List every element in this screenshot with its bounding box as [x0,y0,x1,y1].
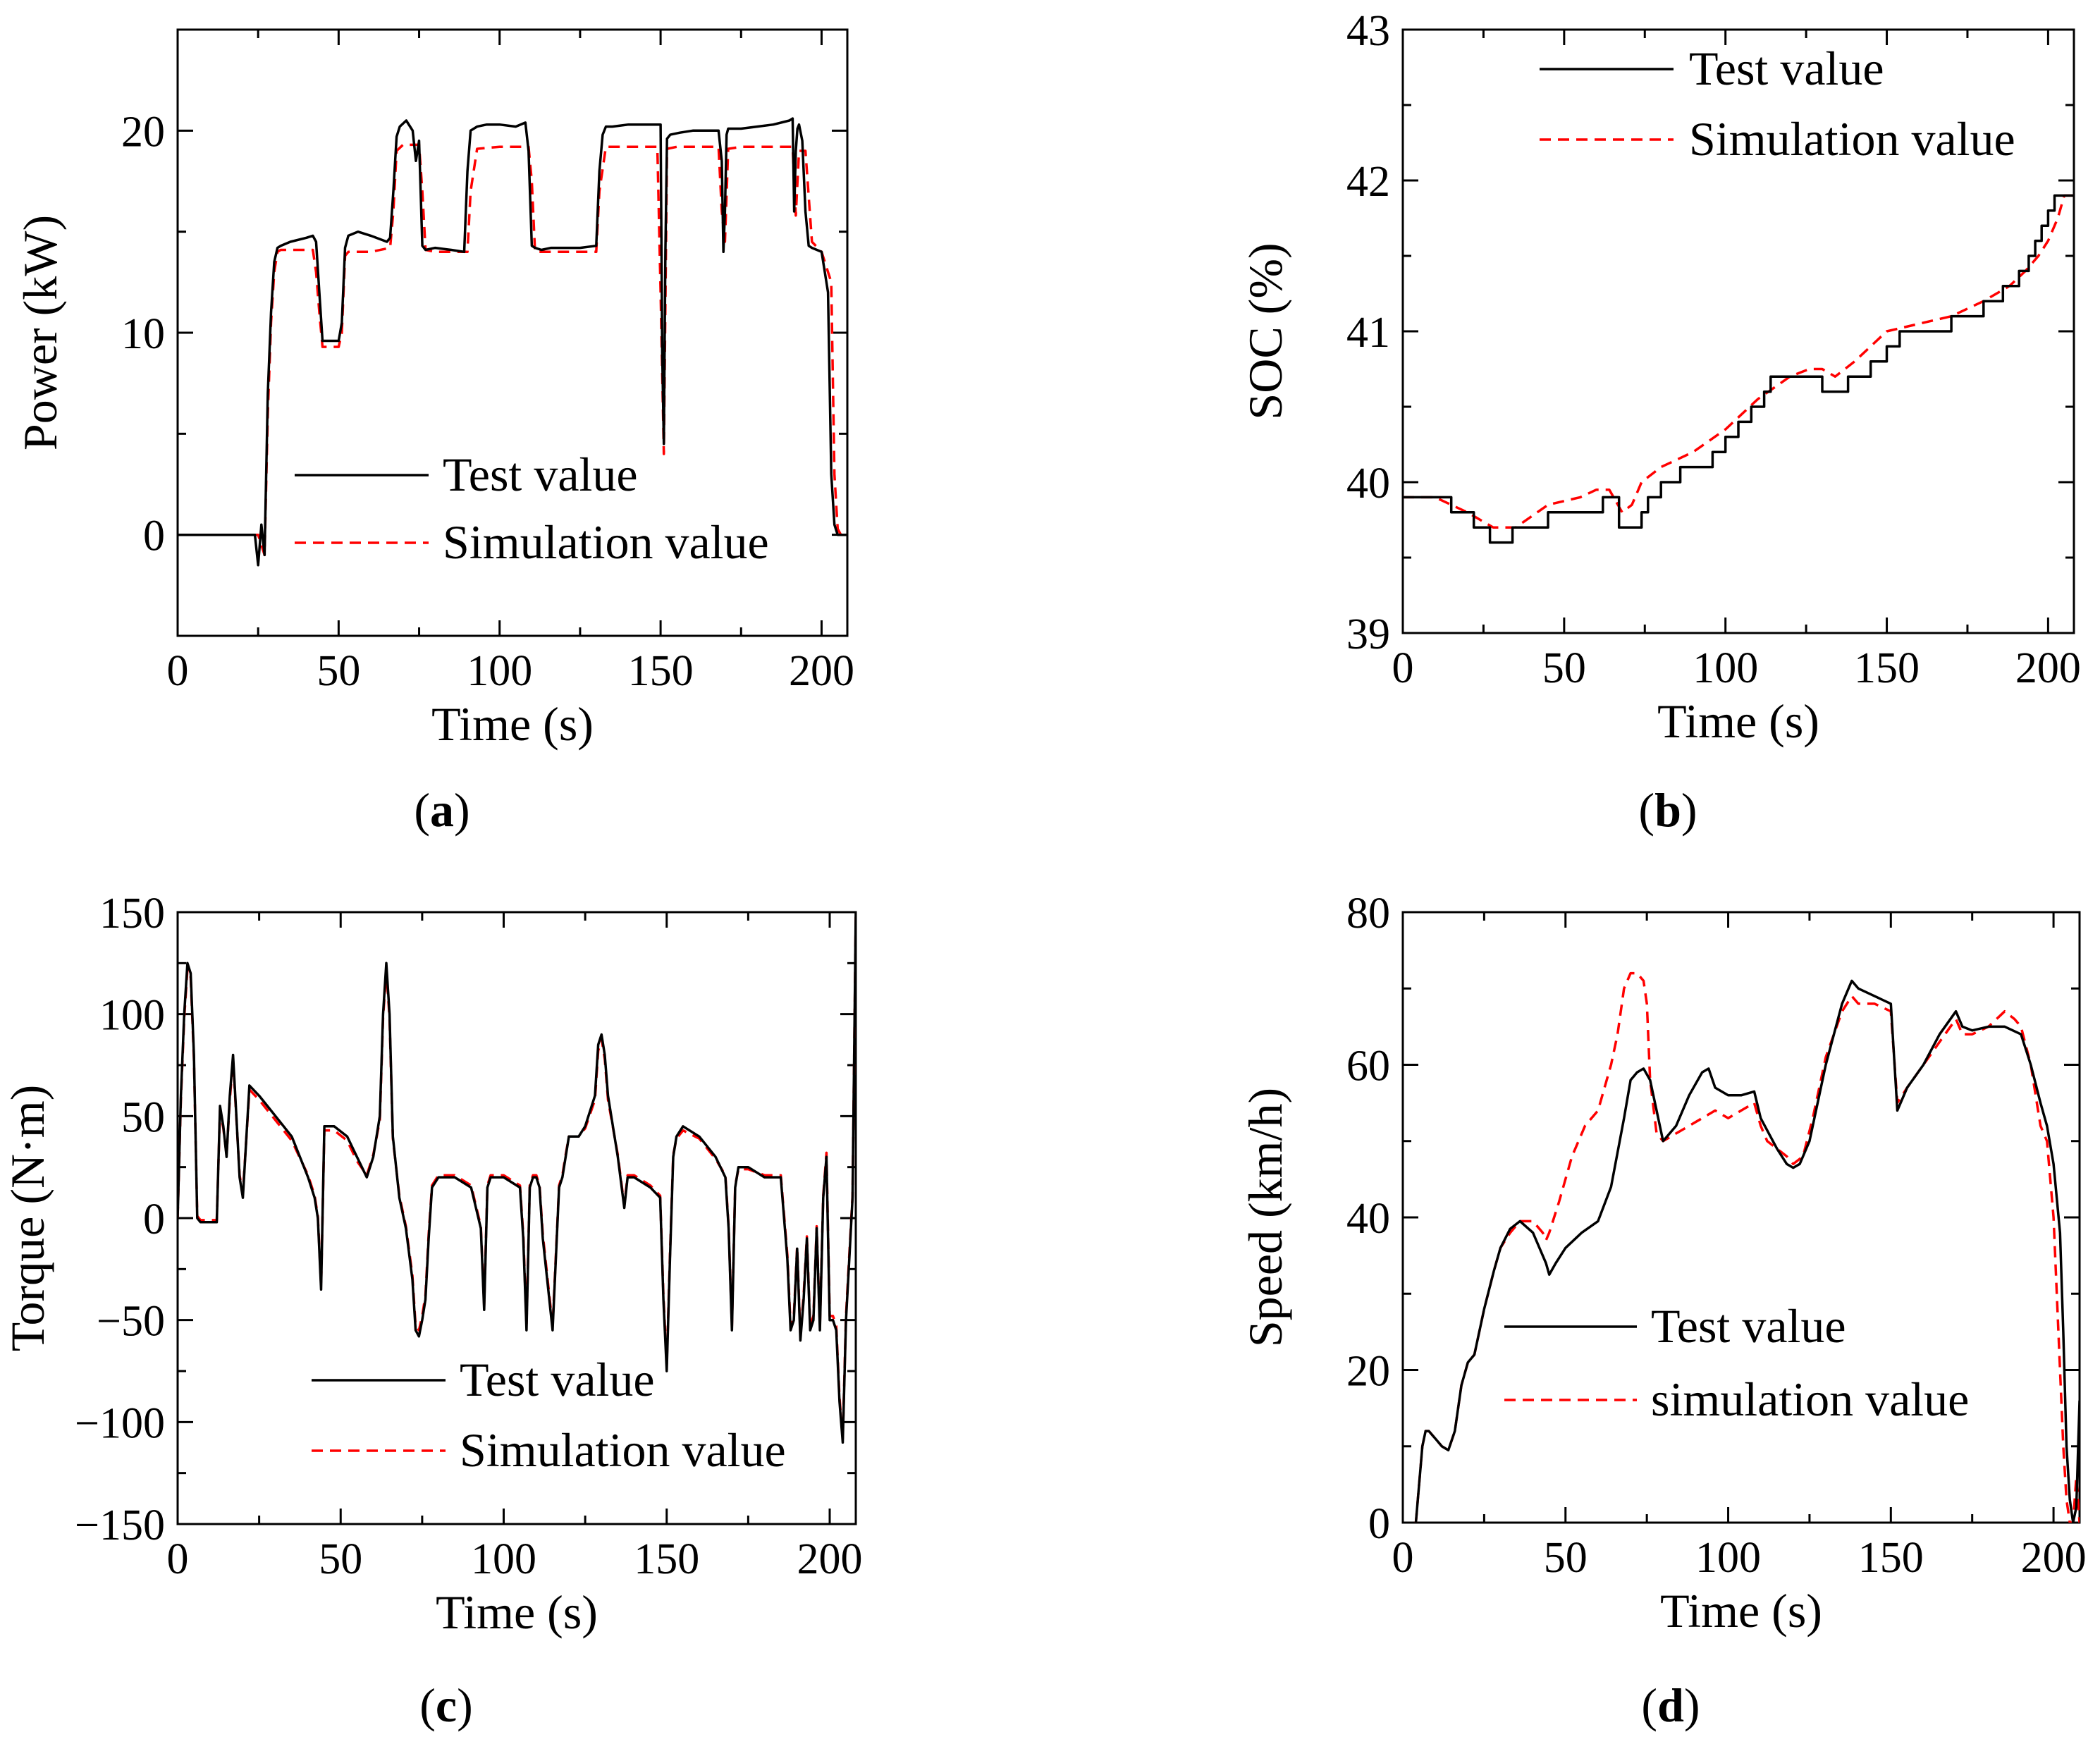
x-tick-label: 50 [319,1535,362,1583]
y-axis-title: SOC (%) [1239,242,1292,419]
y-tick-label: 40 [1346,460,1390,508]
y-tick-label: 100 [99,992,165,1040]
x-tick-label: 0 [1392,1534,1414,1582]
y-tick-label: 10 [121,310,165,358]
y-tick-label: 39 [1346,610,1390,658]
x-axis-title: Time (s) [436,1585,598,1639]
legend: Test value simulation value [1504,1299,1969,1426]
panel-caption: (b) [1638,783,1697,837]
x-axis-title: Time (s) [1657,694,1819,748]
caption-open-paren: ( [1641,1678,1657,1732]
plot-frame-d [1401,911,2081,1524]
panel-b-soc: 0 50 100 150 200 39 40 41 42 43 Time (s) SOC (%) Tes… [1239,7,2081,837]
y-tick-label: 60 [1346,1043,1390,1091]
y-tick-label: −150 [75,1501,165,1549]
caption-open-paren: ( [1638,783,1654,837]
series-line-simulation [1403,194,2074,529]
x-tick-label: 50 [1542,644,1586,692]
caption-close-paren: ) [454,783,470,837]
y-tick-label: 43 [1346,7,1390,55]
series-line-simulation [1414,971,2080,1523]
panel-caption: (d) [1641,1678,1700,1732]
series-group [178,912,856,1444]
x-tick-label: 100 [1695,1534,1761,1582]
legend-label-simulation: simulation value [1651,1372,1969,1426]
x-tick-label: 0 [1392,644,1414,692]
x-tick-label: 0 [167,647,189,695]
panel-d-speed: 0 50 100 150 200 0 20 40 60 80 Time (s) Speed (km/h… [1239,890,2087,1732]
x-tick-label: 200 [789,647,854,695]
legend: Test value Simulation value [312,1353,786,1477]
y-axis-title: Speed (km/h) [1239,1088,1292,1347]
y-tick-label: 41 [1346,309,1390,357]
x-tick-label: 150 [1854,644,1920,692]
series-line-test [1414,979,2080,1523]
caption-open-paren: ( [414,783,430,837]
panel-caption: (a) [414,783,469,837]
x-tick-label: 200 [2015,644,2081,692]
panel-caption: (c) [419,1678,473,1732]
x-tick-label: 150 [634,1535,699,1583]
x-tick-label: 0 [167,1535,189,1583]
legend-label-test: Test value [443,448,638,501]
series-line-test [178,912,856,1444]
y-axis-title: Power (kW) [13,215,67,450]
y-tick-label: 20 [1346,1348,1390,1396]
x-tick-label: 50 [317,647,360,695]
y-tick-label: 42 [1346,158,1390,206]
y-tick-label: 0 [1368,1500,1390,1548]
y-tick-label: 0 [143,1196,165,1243]
x-tick-label: 200 [797,1535,863,1583]
legend-label-test: Test value [1689,42,1884,95]
x-tick-label: 100 [467,647,532,695]
panel-a-power: 0 50 100 150 200 0 10 20 Time (s) Power (kW) Test … [13,28,854,837]
x-tick-label: 150 [1858,1534,1924,1582]
caption-letter: a [430,783,454,837]
series-line-simulation [178,916,856,1440]
x-tick-label: 200 [2021,1534,2087,1582]
caption-close-paren: ) [457,1678,473,1732]
x-tick-label: 100 [471,1535,536,1583]
series-group [1403,194,2074,544]
legend: Test value Simulation value [1540,42,2015,166]
y-tick-label: −50 [97,1298,165,1346]
series-line-test [1403,194,2074,544]
legend-label-simulation: Simulation value [443,515,769,569]
caption-close-paren: ) [1681,783,1697,837]
y-tick-label: 0 [143,512,165,560]
y-tick-label: −100 [75,1399,165,1447]
series-group [178,117,847,567]
y-tick-label: 20 [121,108,165,156]
y-tick-label: 50 [121,1093,165,1141]
caption-letter: c [436,1678,457,1732]
x-tick-label: 100 [1693,644,1758,692]
caption-open-paren: ( [419,1678,436,1732]
y-axis-title: Torque (N·m) [1,1085,54,1352]
x-tick-label: 150 [628,647,694,695]
y-tick-label: 80 [1346,890,1390,938]
series-line-test [178,117,847,567]
x-tick-label: 50 [1544,1534,1588,1582]
y-tick-label: 150 [99,890,165,938]
legend-label-test: Test value [460,1353,655,1406]
x-axis-title: Time (s) [431,697,594,751]
caption-close-paren: ) [1684,1678,1700,1732]
caption-letter: d [1657,1678,1684,1732]
legend-label-simulation: Simulation value [1689,112,2015,166]
panel-c-torque: 0 50 100 150 200 −150 −100 −50 0 50 100 150 Time (s)… [1,890,863,1732]
y-tick-label: 40 [1346,1195,1390,1243]
legend: Test value Simulation value [295,448,769,569]
legend-label-test: Test value [1651,1299,1846,1353]
series-group [1414,971,2080,1523]
legend-label-simulation: Simulation value [460,1423,786,1477]
caption-letter: b [1654,783,1681,837]
x-axis-title: Time (s) [1660,1584,1822,1638]
